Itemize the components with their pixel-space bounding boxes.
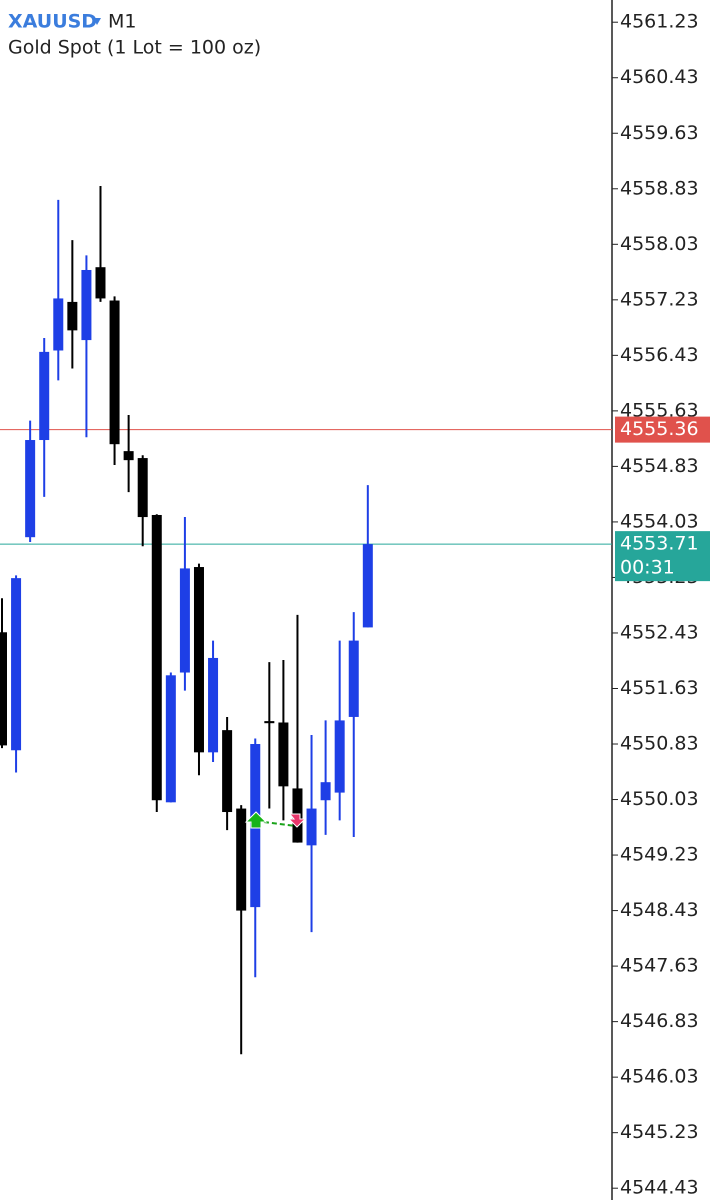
- candle-body: [109, 300, 120, 445]
- y-tick-label: 4551.63: [620, 677, 699, 699]
- candle-body: [222, 730, 233, 813]
- candle-body: [123, 451, 134, 461]
- y-tick-label: 4547.63: [620, 955, 699, 977]
- candle-body: [320, 782, 331, 801]
- y-tick-label: 4546.83: [620, 1010, 699, 1032]
- candle-body: [236, 808, 247, 911]
- y-tick-label: 4558.83: [620, 177, 699, 199]
- price-label: 4553.71: [620, 533, 699, 555]
- y-tick-label: 4554.83: [620, 455, 699, 477]
- trade-link: [255, 820, 297, 827]
- y-tick-label: 4550.03: [620, 788, 699, 810]
- y-tick-label: 4550.83: [620, 733, 699, 755]
- symbol[interactable]: XAUUSD: [8, 11, 97, 33]
- candle-body: [165, 675, 176, 803]
- candle-body: [348, 640, 359, 717]
- candle-body: [81, 269, 92, 341]
- y-tick-label: 4556.43: [620, 344, 699, 366]
- y-tick-label: 4559.63: [620, 122, 699, 144]
- price-label: 4555.36: [620, 418, 699, 440]
- candle-body: [278, 722, 289, 787]
- candle-body: [67, 301, 78, 331]
- candle-body: [11, 578, 22, 751]
- candle-body: [137, 458, 148, 518]
- symbol-dropdown[interactable]: [93, 18, 101, 25]
- candle-body: [193, 567, 204, 753]
- price-label-box: [615, 531, 710, 582]
- candle-body: [0, 632, 7, 746]
- y-tick-label: 4552.43: [620, 621, 699, 643]
- candle-body: [39, 351, 50, 441]
- trade-markers: [244, 811, 307, 829]
- y-tick-label: 4555.63: [620, 399, 699, 421]
- candle-body: [334, 720, 345, 793]
- y-tick-label: 4560.43: [620, 66, 699, 88]
- y-tick-label: 4548.43: [620, 899, 699, 921]
- y-tick-label: 4545.23: [620, 1121, 699, 1143]
- candle-body: [25, 440, 36, 538]
- candle-body: [362, 544, 373, 628]
- candle-body: [179, 568, 190, 673]
- candle-body: [264, 721, 275, 724]
- y-tick-label: 4557.23: [620, 288, 699, 310]
- candle-body: [151, 514, 162, 801]
- buy-arrow: [244, 811, 268, 829]
- symbol-description: Gold Spot (1 Lot = 100 oz): [8, 37, 261, 59]
- timeframe[interactable]: M1: [108, 11, 136, 33]
- price-lines: [0, 429, 612, 545]
- sell-arrow: [287, 813, 307, 828]
- price-label-box: [615, 416, 710, 443]
- y-tick-label: 4554.03: [620, 510, 699, 532]
- y-tick-label: 4549.23: [620, 844, 699, 866]
- candle-body: [208, 657, 219, 753]
- y-tick-label: 4546.03: [620, 1066, 699, 1088]
- candles: [0, 186, 373, 1055]
- y-tick-label: 4558.03: [620, 233, 699, 255]
- candle-body: [53, 298, 64, 351]
- candle-body: [306, 808, 317, 846]
- candle-body: [95, 267, 106, 299]
- y-tick-label: 4561.23: [620, 11, 699, 33]
- countdown-label: 00:31: [620, 557, 675, 579]
- y-tick-label: 4544.43: [620, 1177, 699, 1199]
